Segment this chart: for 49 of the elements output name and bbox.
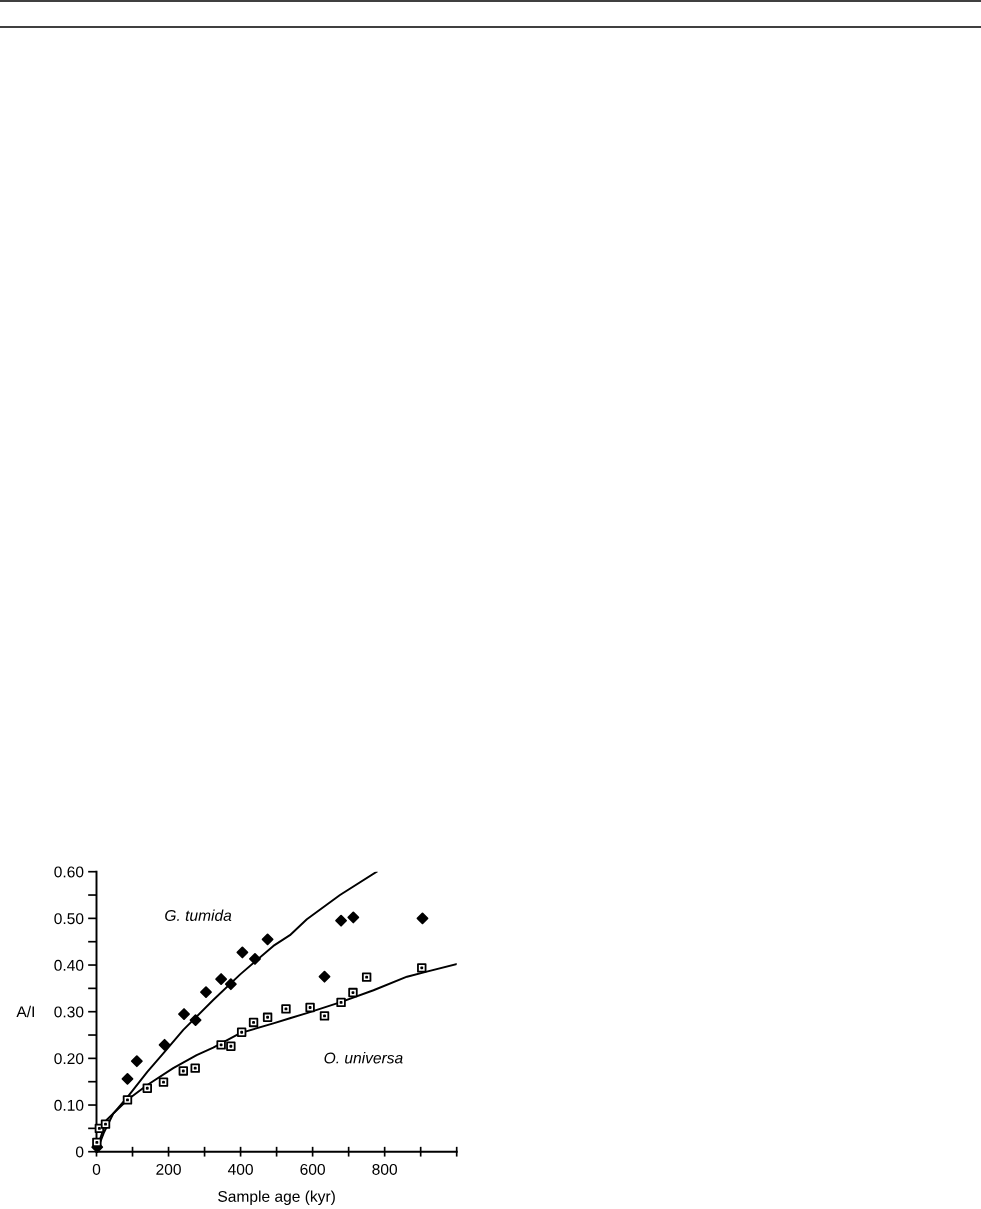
x-tick-label: 0 bbox=[92, 1163, 101, 1175]
point bbox=[200, 986, 212, 999]
point bbox=[158, 1038, 171, 1051]
point bbox=[261, 933, 274, 946]
point bbox=[190, 1063, 200, 1073]
point bbox=[178, 1066, 189, 1076]
point bbox=[178, 1008, 190, 1020]
point bbox=[224, 978, 237, 991]
point bbox=[249, 953, 261, 965]
point bbox=[142, 1083, 152, 1093]
point bbox=[417, 963, 427, 973]
annotation: G. tumida bbox=[165, 909, 232, 921]
point bbox=[100, 1119, 111, 1129]
y-tick-label: 0.20 bbox=[54, 1053, 84, 1065]
point bbox=[305, 1002, 315, 1013]
point bbox=[216, 1040, 226, 1050]
point bbox=[336, 997, 346, 1008]
point bbox=[416, 912, 429, 925]
point bbox=[236, 946, 249, 959]
point bbox=[215, 973, 228, 985]
point bbox=[361, 972, 372, 982]
point bbox=[122, 1095, 133, 1105]
y-tick-label: 0 bbox=[75, 1146, 84, 1158]
y-tick-label: 0.50 bbox=[54, 913, 84, 925]
point bbox=[130, 1055, 143, 1068]
point bbox=[226, 1041, 236, 1051]
point bbox=[318, 970, 331, 983]
point bbox=[189, 1014, 202, 1027]
y-axis-title: A/I bbox=[16, 1005, 34, 1018]
point bbox=[158, 1077, 169, 1087]
point bbox=[281, 1004, 291, 1014]
y-tick-label: 0.60 bbox=[54, 866, 84, 878]
x-tick-label: 800 bbox=[372, 1163, 398, 1175]
point bbox=[236, 1027, 247, 1037]
point bbox=[348, 987, 358, 998]
x-tick-label: 400 bbox=[227, 1163, 253, 1175]
x-tick-label: 200 bbox=[156, 1163, 181, 1175]
x-tick-label: 600 bbox=[300, 1163, 325, 1175]
y-tick-label: 0.10 bbox=[54, 1099, 84, 1111]
point bbox=[347, 911, 360, 924]
point bbox=[121, 1072, 134, 1085]
y-tick-label: 0.30 bbox=[54, 1006, 84, 1018]
y-tick-label: 0.40 bbox=[54, 959, 84, 971]
annotation: O. universa bbox=[324, 1052, 403, 1064]
point bbox=[262, 1012, 273, 1023]
point bbox=[248, 1017, 259, 1028]
point bbox=[319, 1011, 330, 1021]
point bbox=[335, 914, 347, 927]
x-axis-title: Sample age (kyr) bbox=[218, 1190, 335, 1206]
